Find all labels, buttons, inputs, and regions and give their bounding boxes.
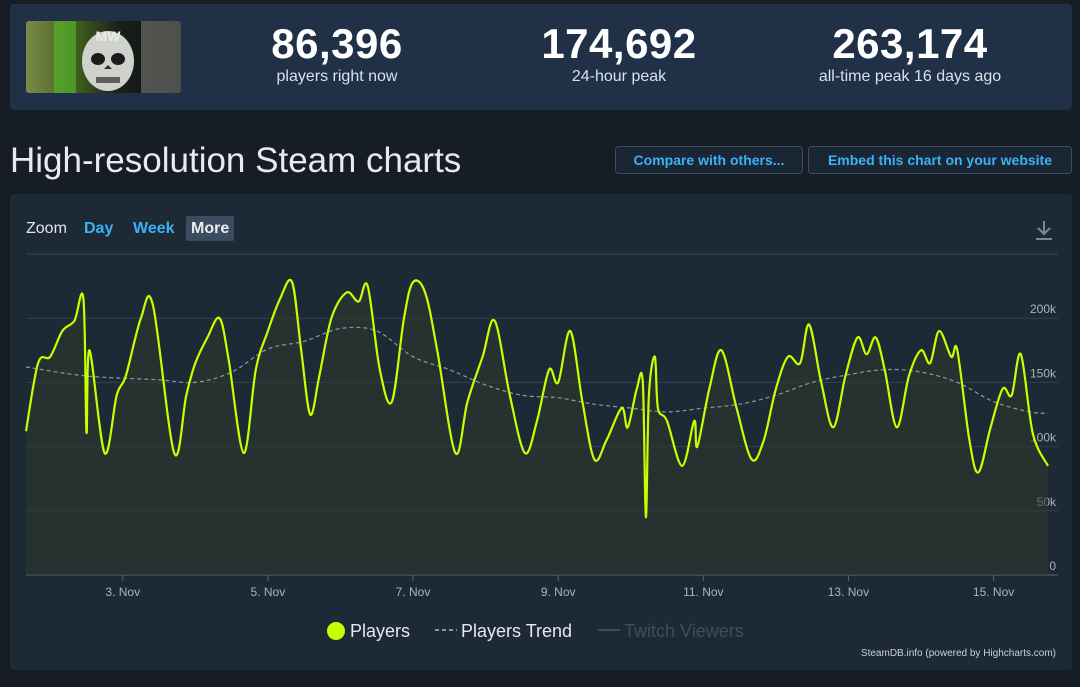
zoom-week-button[interactable]: Week (133, 220, 175, 237)
x-tick-label: 7. Nov (396, 585, 431, 599)
embed-chart-button[interactable]: Embed this chart on your website (808, 146, 1072, 174)
stat-24h-peak: 174,692 24-hour peak (499, 22, 739, 88)
page-title: High-resolution Steam charts (10, 141, 462, 180)
legend-twitch-viewers[interactable]: Twitch Viewers (598, 620, 744, 642)
x-tick-label: 5. Nov (251, 585, 286, 599)
peak-24h-value: 174,692 (541, 20, 697, 67)
players-trend-line (25, 326, 1049, 414)
svg-text:MW: MW (96, 28, 122, 44)
current-players-label: players right now (276, 68, 398, 85)
legend-trend-marker (435, 629, 457, 631)
game-thumbnail-icon[interactable]: MW (26, 21, 181, 93)
y-tick-label: 150k (1030, 366, 1057, 380)
x-tick-label: 13. Nov (828, 585, 869, 599)
all-time-peak-label: all-time peak 16 days ago (818, 68, 1002, 85)
stat-current-players: 86,396 players right now (217, 22, 457, 88)
players-line (24, 278, 1049, 519)
legend-trend-label: Players Trend (461, 621, 573, 641)
x-tick-label: 15. Nov (973, 585, 1014, 599)
legend-players-label: Players (350, 621, 411, 641)
legend-players[interactable]: Players (327, 620, 410, 642)
stats-panel: MW 86,396 players right now 174,692 24-h… (10, 4, 1072, 110)
y-tick-label: 0 (1049, 559, 1056, 573)
current-players-value: 86,396 (271, 20, 403, 67)
all-time-peak-value: 263,174 (832, 20, 988, 67)
stat-all-time-peak: 263,174 all-time peak 16 days ago (790, 22, 1030, 88)
zoom-label: Zoom (26, 220, 67, 237)
x-tick-label: 9. Nov (541, 585, 576, 599)
players-area (26, 279, 1048, 575)
zoom-more-button[interactable]: More (186, 216, 235, 241)
chart-credits[interactable]: SteamDB.info (powered by Highcharts.com) (860, 648, 1056, 659)
x-tick-label: 3. Nov (105, 585, 140, 599)
zoom-day-button[interactable]: Day (84, 220, 114, 237)
download-icon[interactable] (1032, 218, 1056, 242)
y-tick-label: 200k (1030, 302, 1057, 316)
legend-players-trend[interactable]: Players Trend (435, 620, 572, 642)
y-tick-label: 100k (1030, 431, 1057, 445)
legend-twitch-marker (598, 629, 620, 631)
legend-players-marker (327, 622, 345, 640)
x-tick-label: 11. Nov (683, 585, 723, 599)
compare-button[interactable]: Compare with others... (615, 146, 803, 174)
peak-24h-label: 24-hour peak (571, 68, 667, 85)
legend-twitch-label: Twitch Viewers (624, 621, 744, 641)
